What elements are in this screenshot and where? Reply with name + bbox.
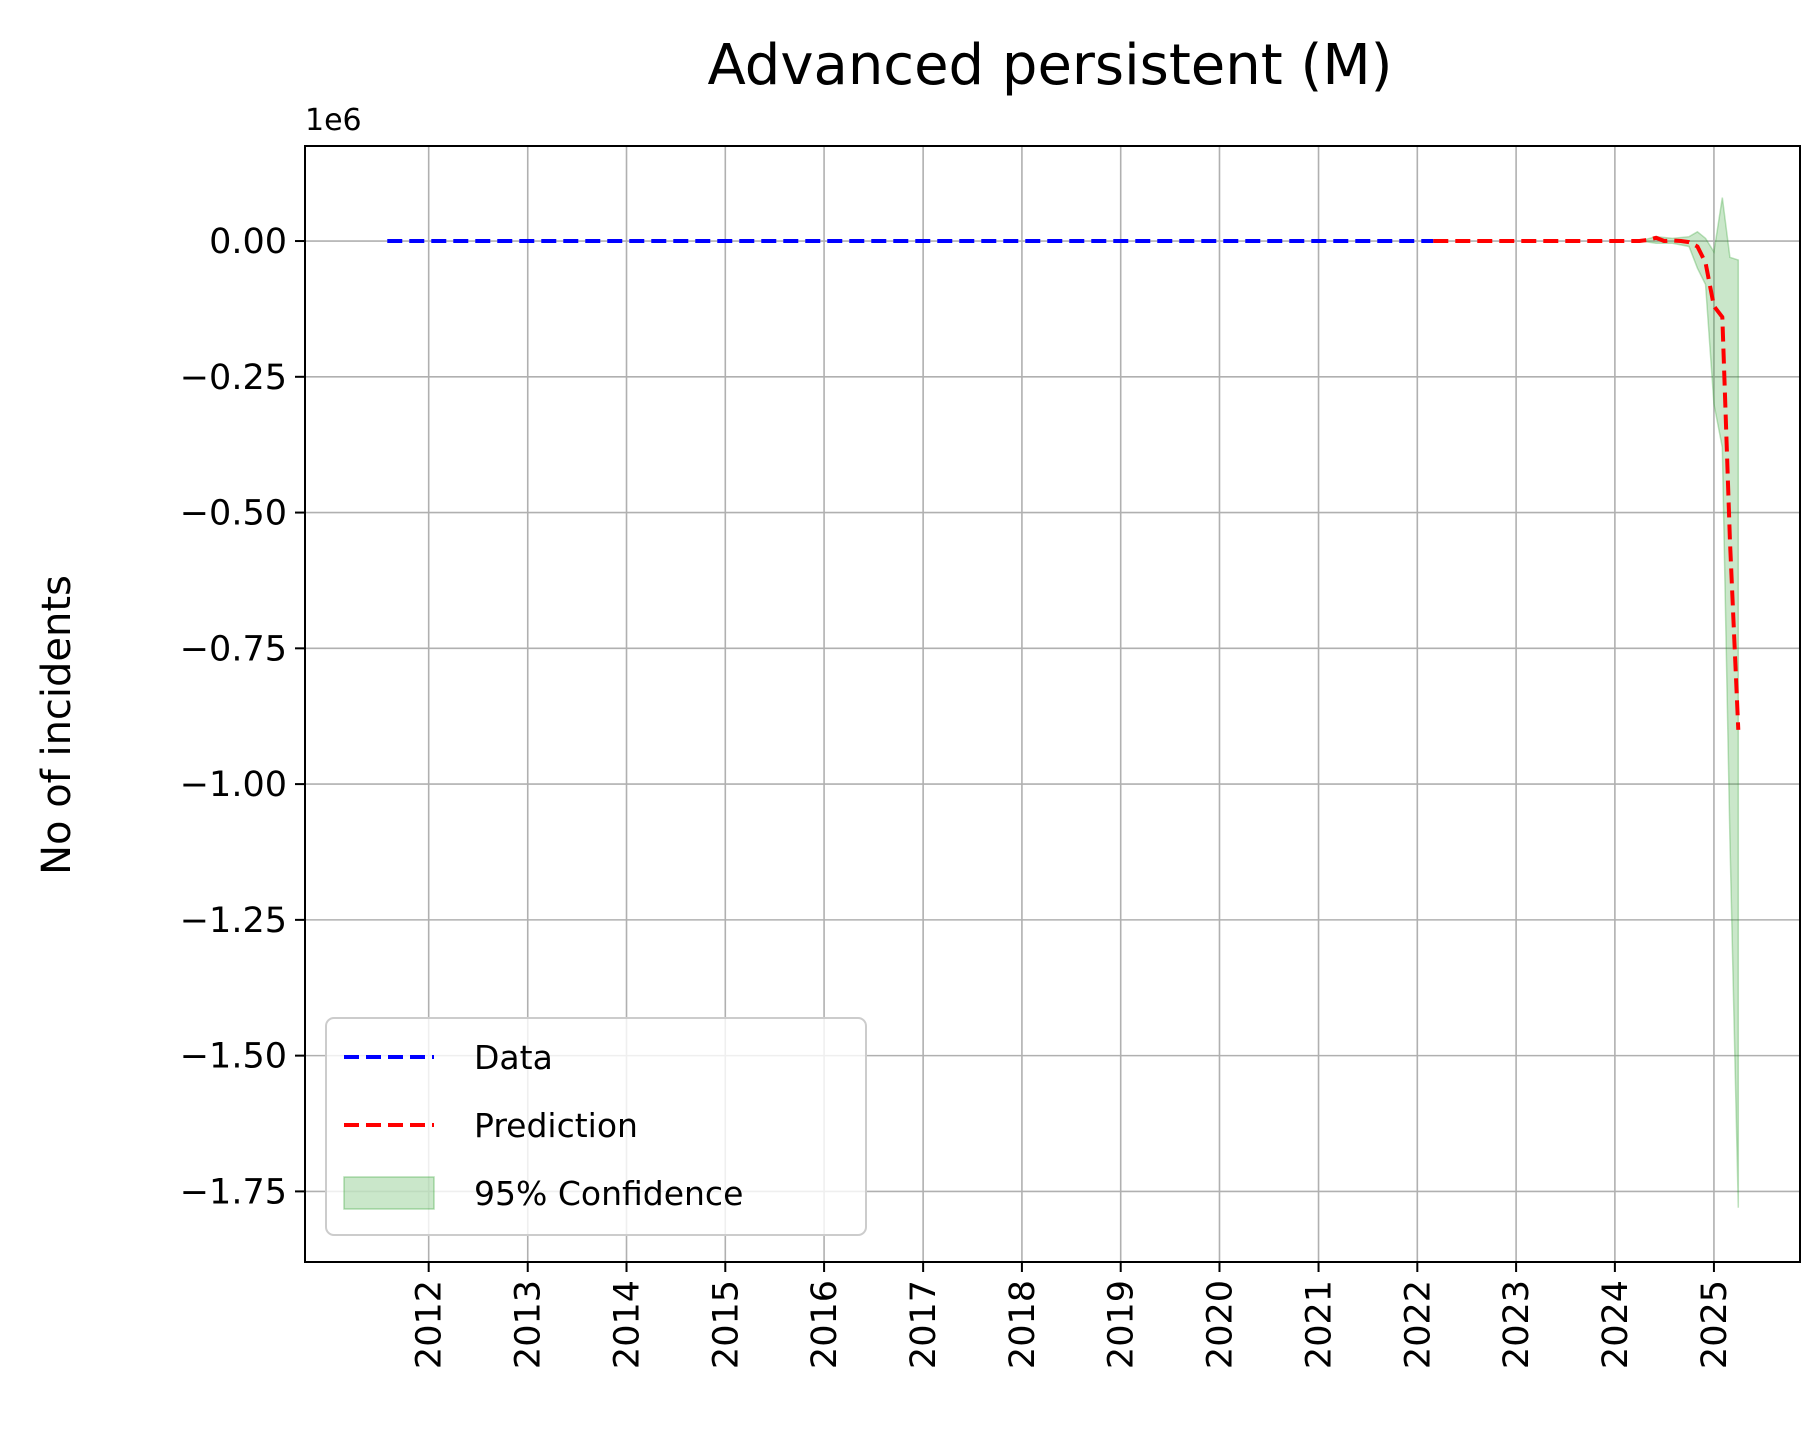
series-line-prediction xyxy=(1433,235,1741,730)
y-tick-label: 0.00 xyxy=(209,222,287,262)
axes-frame xyxy=(304,145,1801,1263)
y-tick-label: −1.50 xyxy=(180,1037,287,1077)
confidence-band-layer xyxy=(1639,197,1740,1208)
x-tick-label: 2024 xyxy=(1596,1280,1636,1369)
x-tick-label: 2014 xyxy=(608,1280,648,1369)
x-tick-label: 2023 xyxy=(1497,1280,1537,1369)
y-tick-label: −1.25 xyxy=(180,901,287,941)
x-tick-label: 2022 xyxy=(1398,1280,1438,1369)
legend-label-data: Data xyxy=(474,1038,553,1077)
x-tick-label: 2020 xyxy=(1200,1280,1240,1369)
series-lines-layer xyxy=(387,235,1741,730)
y-offset-label: 1e6 xyxy=(305,103,362,138)
x-tick-label: 2021 xyxy=(1300,1280,1340,1369)
x-tick-label: 2018 xyxy=(1003,1280,1043,1369)
y-tick-label: −1.75 xyxy=(180,1172,287,1212)
y-tick-label: −1.00 xyxy=(180,765,287,805)
x-tick-label: 2012 xyxy=(410,1280,450,1369)
x-tick-label: 2015 xyxy=(706,1280,746,1369)
x-tick-label: 2013 xyxy=(509,1280,549,1369)
x-axis-ticks: 2012 2013 2014 2015 2016 2017 2018 2019 2020 2021… xyxy=(410,1262,1735,1369)
x-tick-label: 2017 xyxy=(904,1280,944,1369)
legend-label-confidence: 95% Confidence xyxy=(474,1174,743,1213)
legend-confidence-swatch xyxy=(343,1176,435,1210)
y-axis-label: No of incidents xyxy=(34,575,80,875)
confidence-band xyxy=(1639,197,1740,1208)
x-tick-label: 2016 xyxy=(805,1280,845,1369)
grid-lines xyxy=(305,146,1800,1262)
legend-box xyxy=(325,1017,867,1236)
x-tick-label: 2019 xyxy=(1102,1280,1142,1369)
legend: Data Prediction 95% Confidence xyxy=(325,1017,867,1236)
y-axis-ticks: 0.00 −0.25 −0.50 −0.75 −1.00 −1.25 −1.50 −1.75 xyxy=(180,222,305,1212)
chart-title: Advanced persistent (M) xyxy=(707,33,1392,98)
legend-label-prediction: Prediction xyxy=(474,1106,638,1145)
y-tick-label: −0.50 xyxy=(180,494,287,534)
y-tick-label: −0.25 xyxy=(180,358,287,398)
y-tick-label: −0.75 xyxy=(180,629,287,669)
x-tick-label: 2025 xyxy=(1695,1280,1735,1369)
